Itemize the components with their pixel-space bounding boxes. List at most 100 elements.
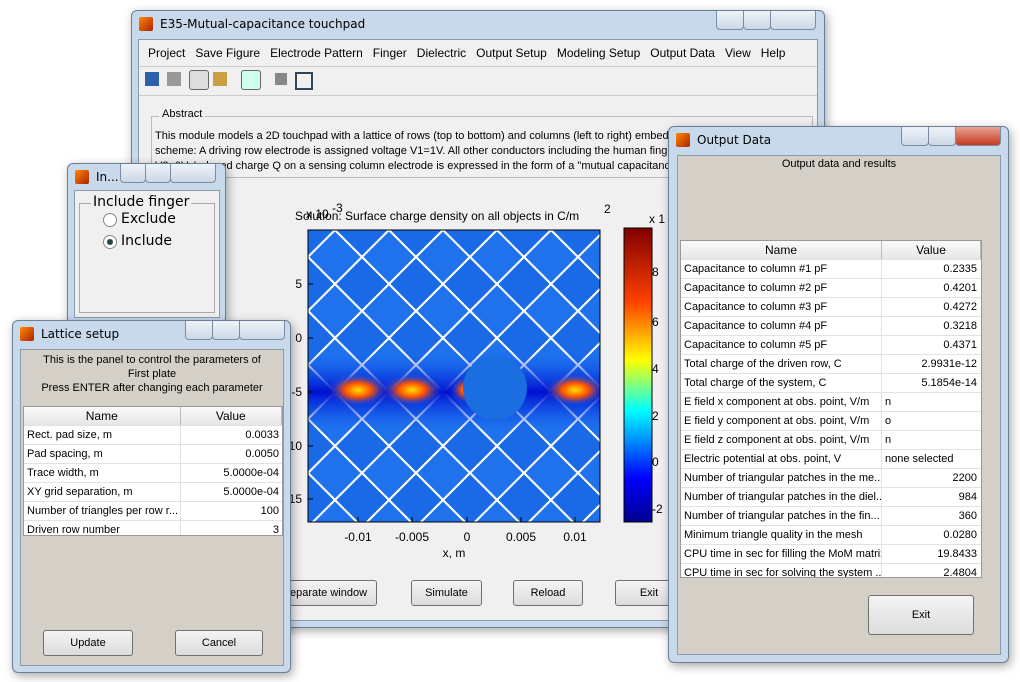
cell-value: 5.1854e-14	[921, 377, 977, 389]
maximize[interactable]	[928, 127, 956, 146]
cell-name: Capacitance to column #5 pF	[681, 336, 882, 354]
cell-name: Pad spacing, m	[24, 445, 182, 463]
menu-item[interactable]: Project	[148, 46, 186, 60]
close[interactable]	[170, 164, 216, 183]
cell-name: Number of triangular patches in the fin.…	[681, 507, 882, 525]
toolbar	[139, 66, 817, 96]
column-header: Name	[681, 241, 882, 259]
finger	[463, 356, 527, 420]
electrode-pad	[443, 149, 497, 203]
table-row: E field x component at obs. point, V/m n	[681, 393, 981, 412]
cell-name: CPU time in sec for filling the MoM matr…	[681, 545, 882, 563]
menu-item[interactable]: Help	[760, 46, 786, 60]
electrode-pad	[441, 471, 499, 522]
radio-exclude[interactable]	[103, 213, 117, 227]
output-window: Output Data Output data and results Name…	[668, 126, 1009, 663]
column-header: Name	[24, 407, 181, 425]
option-label: Include	[121, 233, 172, 249]
cell-name: XY grid separation, m	[24, 483, 182, 501]
table-row: Capacitance to column #5 pF 0.4371	[681, 336, 981, 355]
menu-item[interactable]: Output Setup	[476, 46, 547, 60]
window-title: Output Data	[697, 133, 772, 147]
radio-include[interactable]	[103, 235, 117, 249]
minimize[interactable]	[120, 164, 146, 183]
main-button[interactable]: eparate window	[280, 580, 377, 606]
cell-name: Trace width, m	[24, 464, 182, 482]
menu-bar: Project Save Figure Electrode Pattern Finge…	[148, 46, 795, 60]
close[interactable]	[239, 321, 285, 340]
table-row: Number of triangular patches in the diel…	[681, 488, 981, 507]
menu-item[interactable]: Save Figure	[195, 46, 261, 60]
maximize[interactable]	[145, 164, 171, 183]
print-icon[interactable]	[167, 72, 181, 86]
update-button[interactable]: Update	[43, 630, 133, 656]
abstract-panel: This module models a 2D touchpad with a …	[151, 116, 813, 178]
menu-item[interactable]: Output Data	[650, 46, 715, 60]
legend-icon[interactable]	[275, 73, 287, 85]
electrode-pad	[308, 255, 337, 313]
cell-value: 0.0280	[943, 529, 977, 541]
cell-name: Number of triangular patches in the me..…	[681, 469, 882, 487]
cell-value: 0.4201	[943, 282, 977, 294]
minimize[interactable]	[185, 321, 213, 340]
table-row: Number of triangular patches in the me..…	[681, 469, 981, 488]
y-tick-label: 5	[295, 277, 302, 291]
cell-value: 3	[272, 524, 279, 536]
electrode-pad	[389, 149, 443, 203]
cell-name: Rect. pad size, m	[24, 426, 182, 444]
electrode-pad	[576, 287, 600, 335]
cell-name: Total charge of the system, C	[681, 374, 882, 392]
electrode-pad	[549, 471, 600, 522]
hot-spot	[545, 374, 600, 406]
cell-value: 0.2335	[943, 263, 977, 275]
cell-value: none selected	[885, 453, 954, 465]
electrode-pad	[333, 471, 391, 522]
x-tick-label: -0.01	[344, 530, 372, 544]
electrode-pad	[335, 149, 389, 203]
table-row: E field y component at obs. point, V/m o	[681, 412, 981, 431]
x-axis-label: x, m	[443, 546, 466, 560]
main-button[interactable]: Reload	[513, 580, 583, 606]
cell-value: 0.0050	[245, 448, 279, 460]
lattice-table: Name Value Rect. pad size, m 0.0033 Pad spac…	[23, 406, 283, 536]
colorbar	[623, 227, 653, 523]
cursor-icon[interactable]	[213, 72, 227, 86]
table-row: Capacitance to column #4 pF 0.3218	[681, 317, 981, 336]
y-tick-label: -5	[291, 385, 302, 399]
main-button[interactable]: Simulate	[411, 580, 482, 606]
menu-item[interactable]: Finger	[372, 46, 407, 60]
menu-item[interactable]: View	[724, 46, 751, 60]
charge-density-map	[227, 149, 605, 522]
plot-icon[interactable]	[295, 72, 313, 90]
cell-value: 5.0000e-04	[223, 467, 279, 479]
minimize[interactable]	[901, 127, 929, 146]
info-line: This is the panel to control the paramet…	[43, 354, 261, 380]
window-title: In...	[96, 170, 119, 184]
rotate-icon[interactable]	[189, 70, 209, 90]
menu-item[interactable]: Modeling Setup	[556, 46, 641, 60]
colorbar-icon[interactable]	[241, 70, 261, 90]
menu-item[interactable]: Dielectric	[416, 46, 467, 60]
close[interactable]	[770, 11, 816, 30]
cell-value: 0.0033	[245, 429, 279, 441]
client-area: Include finger Exclude Include	[74, 190, 220, 318]
electrode-pad	[551, 149, 605, 203]
window-title: Lattice setup	[41, 327, 120, 341]
cancel-button[interactable]: Cancel	[175, 630, 263, 656]
electrode-pad	[227, 257, 281, 311]
save-icon[interactable]	[145, 72, 159, 86]
close[interactable]	[955, 127, 1001, 146]
y-tick-label: 10	[289, 439, 303, 453]
cell-name: CPU time in sec for solving the system .…	[681, 564, 882, 577]
cell-value: 100	[260, 505, 279, 517]
exit-button[interactable]: Exit	[868, 595, 974, 635]
menu-item[interactable]: Electrode Pattern	[270, 46, 363, 60]
electrode-pad	[308, 417, 337, 475]
column-header: Value	[181, 407, 282, 425]
maximize[interactable]	[212, 321, 240, 340]
electrode-pad	[227, 149, 281, 203]
table-row: Rect. pad size, m 0.0033	[24, 426, 282, 445]
y-exponent-sup: -3	[332, 201, 343, 215]
plot-title: Solution: Surface charge density on all …	[295, 209, 579, 223]
